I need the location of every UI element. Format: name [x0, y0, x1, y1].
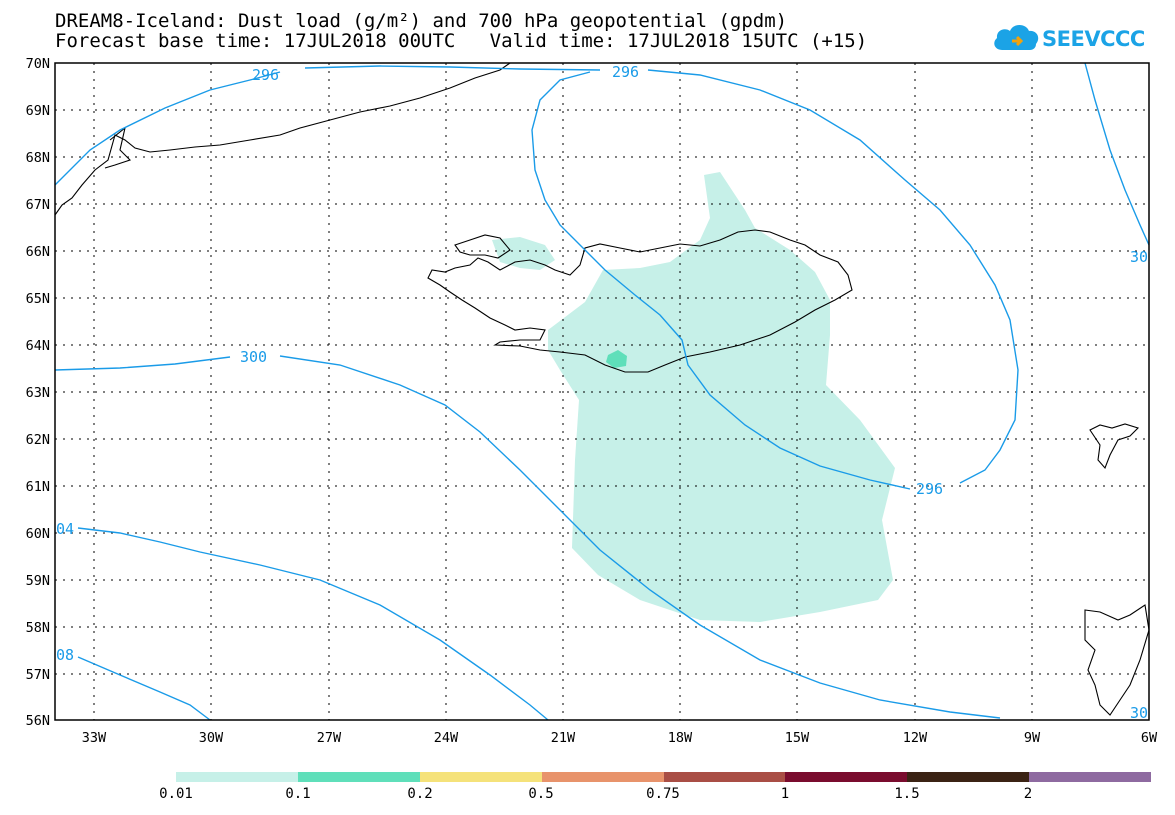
- colorbar-label: 0.01: [159, 786, 193, 802]
- colorbar-segment: [785, 772, 908, 782]
- seevccc-logo: SEEVCCC: [990, 18, 1145, 60]
- contour-label: 296: [916, 480, 943, 498]
- lat-label: 68N: [26, 150, 50, 166]
- colorbar-label: 0.1: [285, 786, 311, 802]
- lon-label: 12W: [903, 730, 928, 746]
- colorbar-segment: [541, 772, 664, 782]
- lat-label: 65N: [26, 291, 50, 307]
- lat-label: 57N: [26, 667, 50, 683]
- contour-label: 08: [56, 646, 74, 664]
- lat-label: 70N: [26, 56, 50, 72]
- colorbar-segment: [176, 772, 298, 782]
- map-frame: [54, 62, 1150, 721]
- colorbar-label: 1.5: [894, 786, 920, 802]
- coastlines: [54, 62, 1150, 716]
- lat-label: 66N: [26, 244, 50, 260]
- lon-label: 33W: [82, 730, 107, 746]
- contour-300: [54, 355, 1001, 719]
- chart-title: DREAM8-Iceland: Dust load (g/m²) and 700…: [55, 10, 788, 32]
- lon-label: 15W: [785, 730, 810, 746]
- lat-label: 67N: [26, 197, 50, 213]
- colorbar-label: 2: [1023, 786, 1033, 802]
- contour-label: 296: [612, 63, 639, 81]
- lat-label: 69N: [26, 103, 50, 119]
- lat-lon-grid: [55, 63, 1149, 720]
- colorbar-segment: [663, 772, 786, 782]
- colorbar-segment: [907, 772, 1030, 782]
- lat-label: 59N: [26, 573, 50, 589]
- lat-label: 58N: [26, 620, 50, 636]
- lon-label: 6W: [1141, 730, 1158, 746]
- colorbar-label: 0.75: [646, 786, 680, 802]
- contour-308: [77, 656, 211, 721]
- lon-label: 27W: [317, 730, 342, 746]
- contour-296-north: [54, 65, 1019, 484]
- lat-label: 64N: [26, 338, 50, 354]
- dust-load-field: [492, 172, 895, 622]
- dust-patch-mid: [606, 350, 627, 368]
- colorbar-label: 1: [780, 786, 790, 802]
- latitude-labels: 70N 69N 68N 67N 66N 65N 64N 63N 62N 61N …: [26, 56, 50, 729]
- contour-labels: 296 296 300 296 04 08 30 30: [56, 63, 1148, 722]
- contour-label: 300: [240, 348, 267, 366]
- lon-label: 24W: [434, 730, 459, 746]
- contour-label: 30: [1130, 248, 1148, 266]
- colorbar-segment: [419, 772, 542, 782]
- greenland-coast-2: [104, 126, 132, 169]
- longitude-labels: 33W 30W 27W 24W 21W 18W 15W 12W 9W 6W: [82, 730, 1158, 746]
- contour-label: 30: [1130, 704, 1148, 722]
- dust-plume-low: [548, 172, 895, 622]
- cloud-icon: [994, 25, 1039, 50]
- greenland-coast: [54, 62, 511, 216]
- lat-label: 63N: [26, 385, 50, 401]
- colorbar-segment: [297, 772, 420, 782]
- lon-label: 30W: [199, 730, 224, 746]
- dust-plume-low-nw: [492, 237, 555, 270]
- colorbar-label: 0.2: [407, 786, 433, 802]
- logo-text: SEEVCCC: [1042, 27, 1145, 51]
- lon-label: 18W: [668, 730, 693, 746]
- colorbar: [176, 772, 1151, 782]
- colorbar-segment: [1029, 772, 1151, 782]
- iceland-westfjords: [454, 234, 511, 259]
- lat-label: 60N: [26, 526, 50, 542]
- lat-label: 61N: [26, 479, 50, 495]
- chart-subtitle: Forecast base time: 17JUL2018 00UTC Vali…: [55, 30, 868, 52]
- lat-label: 56N: [26, 713, 50, 729]
- contour-304: [77, 527, 549, 721]
- lon-label: 21W: [551, 730, 576, 746]
- faroe-islands: [1089, 423, 1140, 470]
- shetland-islands: [1084, 604, 1150, 716]
- contour-300-east: [1084, 62, 1150, 246]
- lon-label: 9W: [1024, 730, 1041, 746]
- colorbar-label: 0.5: [528, 786, 554, 802]
- contour-label: 04: [56, 520, 74, 538]
- iceland-coast: [427, 229, 853, 373]
- contour-label: 296: [252, 66, 279, 84]
- lat-label: 62N: [26, 432, 50, 448]
- geopotential-contours: [54, 62, 1150, 721]
- contour-296-lowpart: [531, 71, 911, 490]
